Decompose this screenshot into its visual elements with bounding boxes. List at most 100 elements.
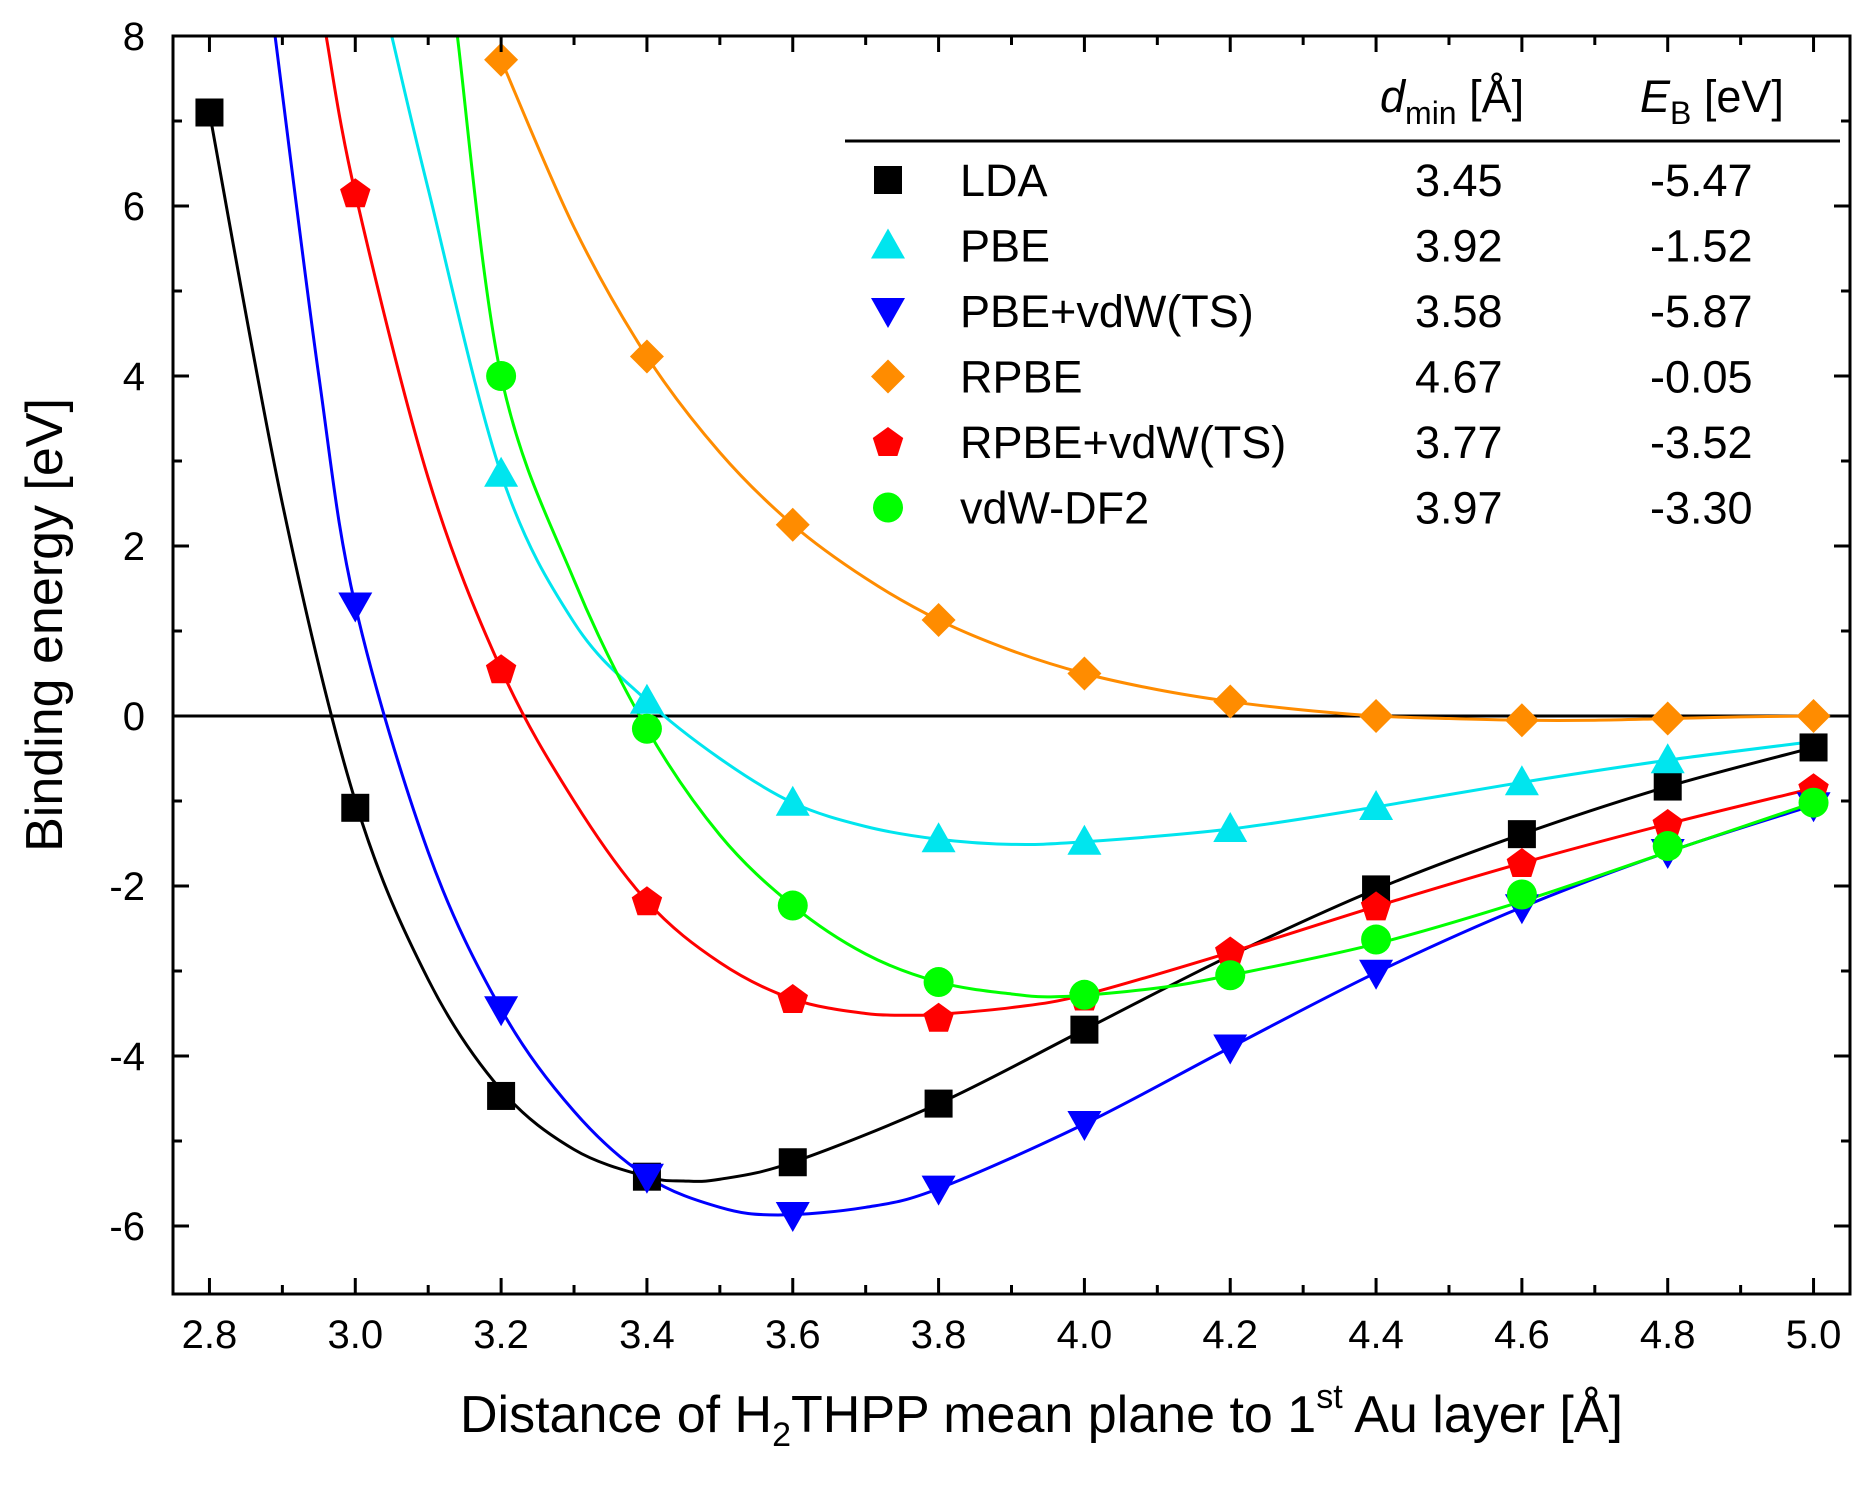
legend-marker: [872, 427, 904, 456]
point-lda: [924, 1089, 953, 1118]
legend-dmin-value: 3.97: [1415, 483, 1503, 534]
point-rpbe: [1067, 656, 1102, 691]
x-tick-label: 4.8: [1640, 1313, 1696, 1357]
point-pbe: [1067, 824, 1102, 855]
point-pbe-vdw-ts: [1213, 1034, 1248, 1065]
point-rpbe: [921, 602, 956, 637]
legend-eb-value: -5.87: [1650, 286, 1753, 337]
legend-label: PBE+vdW(TS): [960, 286, 1254, 337]
point-rpbe-vdw-ts: [631, 886, 663, 916]
point-rpbe-vdw-ts: [340, 178, 371, 208]
point-vdw-df2: [1506, 879, 1537, 910]
legend-header-eb: EB [eV]: [1640, 71, 1784, 131]
x-tick-label: 3.6: [765, 1313, 821, 1357]
legend-label: vdW-DF2: [960, 483, 1149, 534]
point-lda: [195, 98, 224, 127]
legend-dmin-value: 3.92: [1415, 221, 1503, 272]
x-tick-label: 3.0: [327, 1313, 383, 1357]
point-rpbe: [629, 339, 664, 374]
point-rpbe: [1213, 684, 1248, 719]
y-tick-label: 8: [123, 15, 145, 59]
point-vdw-df2: [1798, 787, 1829, 818]
legend-dmin-value: 4.67: [1415, 352, 1503, 403]
point-pbe: [629, 683, 664, 714]
series-markers: [195, 42, 1831, 1232]
x-tick-label: 4.2: [1202, 1313, 1258, 1357]
legend-dmin-value: 3.45: [1415, 155, 1503, 206]
point-lda: [778, 1148, 807, 1177]
point-lda: [1799, 733, 1828, 762]
x-tick-label: 5.0: [1786, 1313, 1842, 1357]
y-tick-label: 0: [123, 695, 145, 739]
point-rpbe-vdw-ts: [1652, 808, 1683, 838]
point-lda: [341, 793, 370, 822]
legend-dmin-value: 3.77: [1415, 417, 1503, 468]
x-tick-label: 3.4: [619, 1313, 675, 1357]
point-pbe-vdw-ts: [629, 1163, 664, 1194]
point-lda: [487, 1081, 516, 1110]
y-tick-label: -2: [109, 865, 145, 909]
point-vdw-df2: [777, 890, 808, 921]
point-vdw-df2: [923, 967, 954, 998]
y-tick-label: -4: [109, 1035, 145, 1079]
point-rpbe-vdw-ts: [1360, 891, 1392, 921]
point-pbe-vdw-ts: [484, 996, 519, 1027]
point-vdw-df2: [631, 713, 662, 744]
x-tick-label: 3.8: [911, 1313, 967, 1357]
point-vdw-df2: [1069, 979, 1100, 1010]
legend-marker: [873, 492, 903, 523]
axes: 2.8 3.0 3.2 3.4 3.6 3.8 4.0 4.2 4.4 4.6 4.8 5.0 -6 -4…: [109, 15, 1852, 1357]
point-rpbe: [1796, 699, 1831, 733]
point-rpbe: [775, 507, 810, 542]
point-pbe-vdw-ts: [1359, 959, 1394, 990]
point-rpbe-vdw-ts: [1215, 936, 1246, 966]
point-rpbe: [484, 42, 519, 77]
legend-eb-value: -3.52: [1650, 417, 1753, 468]
x-tick-label: 3.2: [473, 1313, 529, 1357]
point-vdw-df2: [1215, 960, 1246, 991]
point-rpbe: [1359, 699, 1394, 733]
x-axis-title: Distance of H2THPP mean plane to 1st Au …: [460, 1378, 1623, 1454]
legend-dmin-value: 3.58: [1415, 286, 1503, 337]
y-tick-label: -6: [109, 1205, 145, 1249]
legend-label: RPBE: [960, 352, 1083, 403]
legend-marker: [874, 166, 902, 194]
y-tick-label: 6: [123, 185, 145, 229]
point-pbe-vdw-ts: [1067, 1111, 1102, 1141]
legend-eb-value: -1.52: [1650, 221, 1753, 272]
legend-marker: [871, 298, 905, 328]
point-pbe: [1213, 812, 1248, 843]
point-rpbe: [1650, 701, 1685, 736]
point-pbe: [1359, 789, 1394, 820]
point-lda: [1070, 1015, 1099, 1044]
point-rpbe: [1504, 703, 1539, 738]
point-pbe: [1504, 765, 1539, 796]
point-pbe: [484, 456, 519, 487]
point-rpbe-vdw-ts: [1506, 848, 1538, 877]
curve-lda: [207, 112, 1814, 1183]
curve-rpbe: [499, 59, 1814, 722]
y-tick-label: 2: [123, 525, 145, 569]
point-rpbe-vdw-ts: [923, 1002, 954, 1032]
legend-eb-value: -3.30: [1650, 483, 1753, 534]
x-tick-label: 2.8: [182, 1313, 238, 1357]
legend-eb-value: -5.47: [1650, 155, 1753, 206]
point-pbe: [775, 785, 810, 816]
point-vdw-df2: [486, 361, 517, 391]
legend-label: RPBE+vdW(TS): [960, 417, 1286, 468]
point-pbe-vdw-ts: [921, 1175, 956, 1206]
point-rpbe-vdw-ts: [485, 654, 517, 684]
y-tick-label: 4: [123, 355, 145, 399]
legend-label: LDA: [960, 155, 1048, 206]
point-vdw-df2: [1361, 924, 1392, 955]
y-axis-title: Binding energy [eV]: [16, 398, 74, 852]
legend-label: PBE: [960, 221, 1050, 272]
legend-eb-value: -0.05: [1650, 352, 1753, 403]
legend: dmin [Å] EB [eV] LDA 3.45 -5.47 PBE 3.92 -1.52 P…: [845, 71, 1840, 534]
point-pbe-vdw-ts: [338, 592, 373, 623]
point-pbe-vdw-ts: [775, 1201, 810, 1232]
point-pbe: [1650, 743, 1685, 774]
point-vdw-df2: [1652, 831, 1683, 862]
